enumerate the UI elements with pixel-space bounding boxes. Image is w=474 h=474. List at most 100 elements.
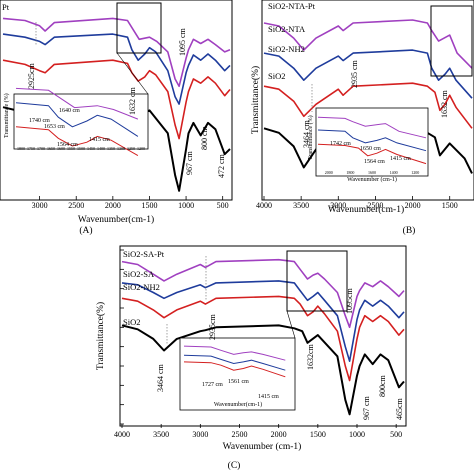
panel-b-inset-tick-label: 1400 bbox=[390, 170, 398, 175]
panel-a-inset-tick-label: 1600 bbox=[57, 146, 65, 151]
panel-c-inset-ann-1415: 1415 cm bbox=[258, 394, 279, 400]
panel-c-x-tick-label: 2500 bbox=[232, 430, 248, 439]
panel-c-inset: Wavenumber(cm-1) 1727 cm 1561 cm 1415 cm bbox=[179, 310, 296, 411]
panel-b-inset-series-2-line bbox=[317, 129, 427, 152]
panel-b-x-ticks: 4000 3500 3000 2500 2000 1500 bbox=[256, 196, 458, 210]
panel-a-inset-tick-label: 1550 bbox=[67, 146, 75, 151]
panel-b-series-label-4: SiO2 bbox=[268, 71, 285, 81]
panel-c-inset-series-3-line bbox=[183, 361, 286, 378]
panel-a-inset-series-2-line bbox=[15, 102, 139, 137]
panel-a-inset-series-1-line bbox=[15, 87, 139, 120]
panel-a-inset-tick-label: 1400 bbox=[97, 146, 105, 151]
panel-b-inset-ann-1742: 1742 cm bbox=[330, 141, 351, 147]
panel-b-inset-ann-1415: 1415 cm bbox=[390, 156, 411, 162]
panel-b-series-label-2: SiO2-NTA bbox=[268, 24, 306, 34]
panel-a-inset-tick-label: 1350 bbox=[107, 146, 115, 151]
panel-a-x-tick-label: 2000 bbox=[105, 201, 121, 210]
panel-a-ann-967: 967 cm bbox=[185, 150, 194, 175]
panel-b-inset-tick-label: 2000 bbox=[325, 170, 333, 175]
panel-c-label: (C) bbox=[228, 460, 241, 471]
panel-a-x-tick-label: 500 bbox=[217, 201, 229, 210]
panel-c-x-tick-label: 1500 bbox=[310, 430, 326, 439]
panel-c-x-tick-label: 4000 bbox=[114, 430, 130, 439]
panel-a-x-tick-label: 3000 bbox=[32, 201, 48, 210]
panel-c-x-tick-label: 1000 bbox=[349, 430, 365, 439]
panel-b-ylabel: Transmittance(%) bbox=[250, 66, 261, 134]
panel-c-ylabel: Transmittance(%) bbox=[95, 302, 106, 370]
panel-b-inset: Transmittance (%) Wavenumber (cm-1) 2000… bbox=[307, 107, 429, 183]
panel-c-curves bbox=[121, 258, 405, 416]
panel-b-x-tick-label: 3500 bbox=[293, 201, 309, 210]
panel-a-inset-tick-label: 1750 bbox=[27, 146, 35, 151]
panel-b-zoom-box bbox=[430, 5, 473, 77]
panel-c-ann-967: 967 cm bbox=[362, 395, 371, 420]
panel-a-x-tick-label: 1500 bbox=[141, 201, 157, 210]
panel-c-ann-1095: 1095cm bbox=[345, 287, 354, 314]
panel-b-x-tick-label: 2500 bbox=[367, 201, 383, 210]
panel-a-zoom-box bbox=[116, 2, 162, 54]
panel-c: SiO2-SA-Pt SiO2-SA SiO2-NH2 SiO2 Transmi… bbox=[95, 245, 407, 471]
panel-c-series-1-line bbox=[121, 258, 405, 329]
panel-a-inset-tick-label: 1650 bbox=[47, 146, 55, 151]
panel-b-xlabel: Wavenumber(cm-1) bbox=[328, 204, 404, 215]
panel-a-x-tick-label: 2500 bbox=[68, 201, 84, 210]
panel-c-inset-curves bbox=[183, 345, 286, 378]
panel-b-frame bbox=[261, 0, 474, 201]
panel-b-inset-series-1-line bbox=[317, 116, 427, 139]
panel-b-ann-2935: 2935 cm bbox=[350, 59, 359, 88]
panel-b-inset-ylabel: Transmittance (%) bbox=[307, 115, 314, 160]
panel-b-x-tick-label: 1500 bbox=[442, 201, 458, 210]
panel-b-inset-tick-label: 1200 bbox=[411, 170, 419, 175]
panel-b-inset-ticks: 2000 1800 1600 1400 1200 bbox=[325, 170, 419, 175]
panel-a-inset-ann-1653: 1653 cm bbox=[44, 124, 65, 130]
panel-c-ann-800: 800cm bbox=[378, 374, 387, 397]
panel-c-inset-series-1-line bbox=[183, 345, 286, 361]
panel-a-inset-series-3-line bbox=[15, 126, 139, 157]
panel-a-inset-ann-1640: 1640 cm bbox=[59, 108, 80, 114]
panel-c-x-tick-label: 2000 bbox=[271, 430, 287, 439]
panel-c-series-2-line bbox=[121, 280, 405, 362]
panel-b-series-3-line bbox=[263, 82, 473, 129]
panel-c-series-label-2: SiO2-SA bbox=[123, 269, 155, 279]
panel-b-series-2-line bbox=[263, 49, 473, 99]
panel-c-series-label-1: SiO2-SA-Pt bbox=[123, 249, 165, 259]
panel-a-inset-tick-label: 1500 bbox=[77, 146, 85, 151]
panel-a-series-3-line bbox=[2, 59, 231, 140]
panel-c-ann-465: 465cm bbox=[395, 397, 404, 420]
panel-b-inset-xlabel: Wavenumber (cm-1) bbox=[347, 176, 397, 183]
panel-a-inset-ann-1740: 1740 cm bbox=[29, 118, 50, 124]
panel-b-inset-ann-1650: 1650 cm bbox=[360, 146, 381, 152]
panel-a-inset-tick-label: 1700 bbox=[37, 146, 45, 151]
panel-a-inset-tick-label: 1450 bbox=[87, 146, 95, 151]
panel-c-inset-ann-1727: 1727 cm bbox=[202, 382, 223, 388]
panel-a-ann-800: 800 cm bbox=[200, 125, 209, 150]
panel-c-xlabel: Wavenumber (cm-1) bbox=[223, 441, 302, 452]
panel-a-series-1-line bbox=[2, 17, 231, 88]
panel-b-ann-1632: 1632 cm bbox=[440, 89, 449, 118]
panel-a-xlabel: Wavenumber(cm-1) bbox=[78, 214, 154, 225]
panel-a-inset-tick-label: 1800 bbox=[17, 146, 25, 151]
panel-a-inset-ticks: 1800 1750 1700 1650 1600 1550 1500 1450 1400 1350… bbox=[17, 146, 145, 151]
panel-a-inset-tick-label: 1200 bbox=[137, 146, 145, 151]
panel-c-series-4-line bbox=[121, 324, 405, 416]
panel-b-inset-ann-1564: 1564 cm bbox=[364, 159, 385, 165]
panel-a-inset-curves bbox=[15, 87, 139, 157]
panel-b-inset-series-3-line bbox=[317, 143, 427, 165]
panel-b-inset-tick-label: 1600 bbox=[368, 170, 376, 175]
panel-a-inset-tick-label: 1300 bbox=[117, 146, 125, 151]
panel-a-inset-ann-1564: 1564 cm bbox=[57, 142, 78, 148]
panel-a: Pt Transmittance (%) 1800 1750 1700 1650 160… bbox=[0, 0, 233, 236]
panel-c-ann-3464: 3464 cm bbox=[156, 363, 165, 392]
panel-c-inset-ann-1561: 1561 cm bbox=[228, 379, 249, 385]
panel-b-ann-3464: 3464 cm bbox=[302, 119, 311, 148]
panel-b-series-label-3: SiO2-NH2 bbox=[268, 44, 305, 54]
panel-c-ann-2935: 2935cm bbox=[208, 313, 217, 340]
panel-b-x-tick-label: 2000 bbox=[405, 201, 421, 210]
panel-b-label: (B) bbox=[403, 225, 416, 236]
panel-c-series-3-line bbox=[121, 295, 405, 382]
panel-c-inset-series-2-line bbox=[183, 354, 286, 371]
panel-c-x-tick-label: 500 bbox=[390, 430, 402, 439]
panel-c-x-ticks: 4000 3500 3000 2500 2000 1500 1000 500 bbox=[114, 424, 402, 439]
panel-a-inset-ann-1415: 1415 cm bbox=[89, 137, 110, 143]
